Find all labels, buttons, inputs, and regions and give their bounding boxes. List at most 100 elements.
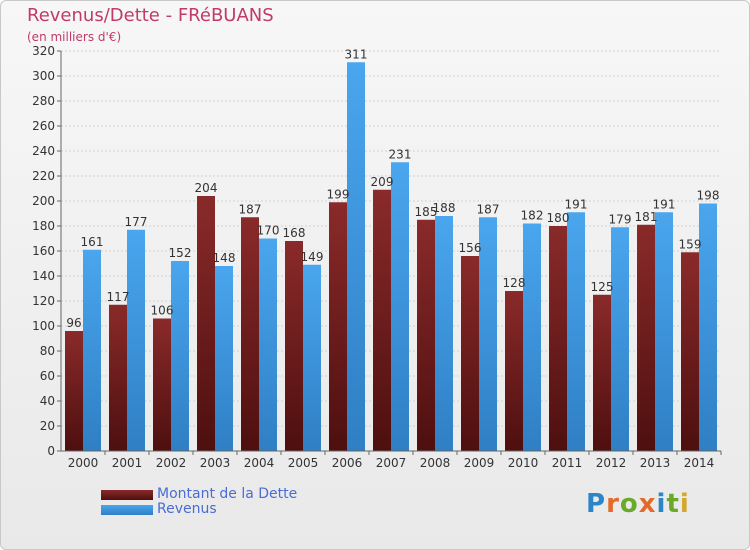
- bar-debt: [373, 189, 391, 451]
- legend-label-revenus: Revenus: [157, 501, 217, 517]
- data-label-revenus: 148: [213, 251, 236, 265]
- data-label-debt: 106: [151, 304, 174, 318]
- bar-debt: [153, 318, 171, 451]
- x-tick-label: 2013: [640, 456, 671, 470]
- data-label-revenus: 179: [609, 212, 632, 226]
- x-tick-label: 2011: [552, 456, 583, 470]
- bar-debt: [417, 219, 435, 451]
- data-label-debt: 168: [283, 226, 306, 240]
- logo-letter: r: [606, 489, 620, 519]
- x-tick-label: 2003: [200, 456, 231, 470]
- data-label-debt: 128: [503, 276, 526, 290]
- x-tick-label: 2007: [376, 456, 407, 470]
- chart-title: Revenus/Dette - FRéBUANS: [27, 5, 274, 26]
- y-tick-label: 160: [32, 244, 55, 258]
- x-tick-label: 2006: [332, 456, 363, 470]
- x-tick-label: 2001: [112, 456, 143, 470]
- bar-revenus: [611, 227, 629, 451]
- legend-label-debt: Montant de la Dette: [157, 486, 298, 502]
- data-label-debt: 209: [371, 175, 394, 189]
- bar-debt: [681, 252, 699, 451]
- y-tick-label: 100: [32, 319, 55, 333]
- bar-revenus: [435, 216, 453, 451]
- data-label-revenus: 161: [81, 235, 104, 249]
- x-tick-label: 2010: [508, 456, 539, 470]
- legend-swatch-revenus: [101, 505, 153, 515]
- x-tick-label: 2005: [288, 456, 319, 470]
- y-tick-label: 260: [32, 119, 55, 133]
- x-tick-label: 2004: [244, 456, 275, 470]
- legend-swatch-debt: [101, 490, 153, 500]
- bar-revenus: [171, 261, 189, 451]
- bar-debt: [593, 294, 611, 451]
- bar-debt: [197, 196, 215, 451]
- bar-revenus: [699, 203, 717, 451]
- x-tick-label: 2012: [596, 456, 627, 470]
- bar-debt: [241, 217, 259, 451]
- bar-revenus: [259, 238, 277, 451]
- y-tick-label: 0: [47, 444, 55, 458]
- data-label-revenus: 187: [477, 202, 500, 216]
- data-label-revenus: 191: [653, 197, 676, 211]
- x-tick-label: 2002: [156, 456, 187, 470]
- data-label-debt: 180: [547, 211, 570, 225]
- x-tick-label: 2009: [464, 456, 495, 470]
- data-label-revenus: 149: [301, 250, 324, 264]
- data-label-debt: 204: [195, 181, 218, 195]
- y-tick-label: 80: [40, 344, 55, 358]
- bar-debt: [285, 241, 303, 451]
- bar-debt: [65, 331, 83, 451]
- bar-revenus: [303, 264, 321, 451]
- logo-letter: i: [679, 489, 690, 519]
- y-tick-label: 140: [32, 269, 55, 283]
- data-label-revenus: 177: [125, 215, 148, 229]
- y-tick-label: 120: [32, 294, 55, 308]
- bar-revenus: [567, 212, 585, 451]
- data-label-debt: 156: [459, 241, 482, 255]
- logo-letter: i: [656, 489, 667, 519]
- bar-debt: [329, 202, 347, 451]
- data-label-debt: 96: [66, 316, 81, 330]
- data-label-revenus: 198: [697, 189, 720, 203]
- bar-revenus: [655, 212, 673, 451]
- logo-letter: P: [586, 489, 607, 519]
- bar-revenus: [83, 249, 101, 451]
- bar-debt: [109, 304, 127, 451]
- bar-debt: [549, 226, 567, 451]
- data-label-revenus: 231: [389, 147, 412, 161]
- y-tick-label: 320: [32, 44, 55, 58]
- y-tick-label: 60: [40, 369, 55, 383]
- chart-subtitle: (en milliers d'€): [27, 30, 122, 44]
- bar-revenus: [479, 217, 497, 451]
- data-label-revenus: 191: [565, 197, 588, 211]
- data-label-revenus: 311: [345, 47, 368, 61]
- x-tick-label: 2008: [420, 456, 451, 470]
- x-tick-label: 2000: [68, 456, 99, 470]
- data-label-debt: 125: [591, 280, 614, 294]
- bar-debt: [505, 291, 523, 451]
- bar-debt: [461, 256, 479, 451]
- y-tick-label: 280: [32, 94, 55, 108]
- bar-debt: [637, 224, 655, 451]
- y-tick-label: 220: [32, 169, 55, 183]
- proxiti-logo: Proxiti: [586, 489, 690, 519]
- y-tick-label: 40: [40, 394, 55, 408]
- y-tick-label: 240: [32, 144, 55, 158]
- data-label-debt: 199: [327, 187, 350, 201]
- data-label-debt: 159: [679, 237, 702, 251]
- y-tick-label: 20: [40, 419, 55, 433]
- data-label-revenus: 152: [169, 246, 192, 260]
- data-label-revenus: 182: [521, 209, 544, 223]
- bar-revenus: [523, 223, 541, 451]
- logo-letter: x: [638, 489, 657, 519]
- y-tick-label: 200: [32, 194, 55, 208]
- logo-letter: t: [666, 489, 680, 519]
- data-label-revenus: 170: [257, 224, 280, 238]
- data-label-debt: 185: [415, 205, 438, 219]
- data-label-debt: 181: [635, 210, 658, 224]
- x-tick-label: 2014: [684, 456, 715, 470]
- logo-letter: o: [619, 489, 639, 519]
- data-label-revenus: 188: [433, 201, 456, 215]
